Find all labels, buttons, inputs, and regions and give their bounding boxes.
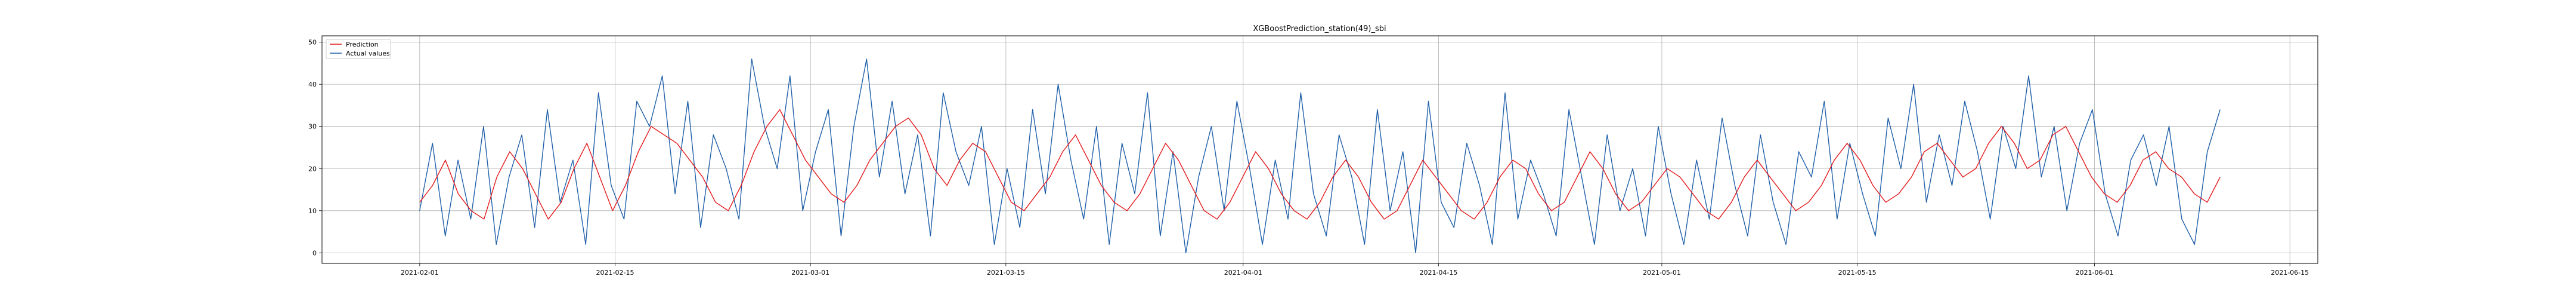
x-tick-label: 2021-04-15	[1419, 269, 1457, 277]
x-tick-label: 2021-04-01	[1224, 269, 1262, 277]
x-tick-label: 2021-02-01	[401, 269, 439, 277]
legend-label-prediction: Prediction	[346, 41, 379, 48]
x-tick-label: 2021-03-01	[791, 269, 829, 277]
grid-layer	[322, 36, 2318, 263]
series-line-actual-values	[419, 59, 2221, 254]
series-line-prediction	[419, 109, 2221, 220]
series-layer	[419, 59, 2221, 254]
chart-title: XGBoostPrediction_station(49)_sbi	[1253, 24, 1386, 33]
x-tick-label: 2021-06-01	[2076, 269, 2114, 277]
x-tick-label: 2021-05-15	[1838, 269, 1877, 277]
y-tick-label: 40	[308, 81, 317, 88]
y-tick-label: 10	[308, 207, 317, 215]
legend-box	[326, 39, 391, 59]
y-tick-label: 0	[312, 249, 317, 257]
x-tick-label: 2021-02-15	[596, 269, 634, 277]
legend: Prediction Actual values	[326, 39, 391, 59]
x-tick-label: 2021-05-01	[1643, 269, 1681, 277]
y-tick-label: 20	[308, 165, 317, 173]
tick-layer: 2021-02-01 2021-02-15 2021-03-01 2021-03-15…	[308, 39, 2309, 277]
y-tick-label: 50	[308, 39, 317, 47]
legend-label-actual-values: Actual values	[346, 50, 390, 57]
plot-frame	[321, 35, 2318, 264]
x-tick-label: 2021-06-15	[2271, 269, 2309, 277]
x-tick-label: 2021-03-15	[987, 269, 1025, 277]
y-tick-label: 30	[308, 123, 317, 131]
